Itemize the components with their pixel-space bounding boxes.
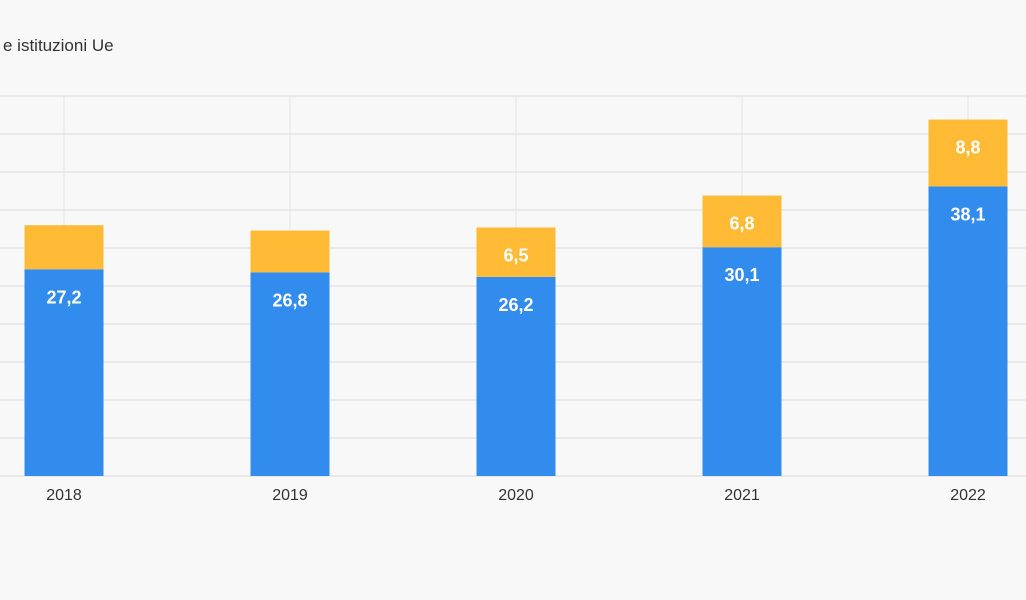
data-label-2018-series-1: 27,2 [46,287,81,307]
x-tick-label-2021: 2021 [724,487,760,504]
x-tick-label-2022: 2022 [950,487,986,504]
legend-label: e istituzioni Ue [3,36,114,55]
data-label-2020-series-1: 26,2 [498,295,533,315]
bar-2022-series-1[interactable] [928,186,1008,476]
data-label-2022-series-1: 38,1 [950,204,985,224]
bar-2018-series-2[interactable] [24,225,104,270]
x-tick-label-2018: 2018 [46,487,82,504]
bars-group [24,119,1008,476]
bar-2019-series-1[interactable] [250,272,330,476]
bar-2021-series-2[interactable] [702,195,782,248]
bar-2021-series-1[interactable] [702,247,782,476]
bar-2020-series-1[interactable] [476,276,556,476]
data-labels-group: 27,2 26,8 26,2 6,5 30,1 6,8 38,1 8,8 [46,138,985,315]
bar-2022-series-2[interactable] [928,119,1008,187]
data-label-2019-series-1: 26,8 [272,290,307,310]
data-label-2021-series-1: 30,1 [724,265,759,285]
x-axis-ticks: 2018 2019 2020 2021 2022 [46,487,986,504]
bar-2020-series-2[interactable] [476,227,556,277]
x-tick-label-2020: 2020 [498,487,534,504]
bar-2018-series-1[interactable] [24,269,104,476]
data-label-2020-series-2: 6,5 [503,245,528,265]
x-tick-label-2019: 2019 [272,487,308,504]
data-label-2022-series-2: 8,8 [955,138,980,158]
data-label-2021-series-2: 6,8 [729,214,754,234]
bar-2019-series-2[interactable] [250,230,330,273]
